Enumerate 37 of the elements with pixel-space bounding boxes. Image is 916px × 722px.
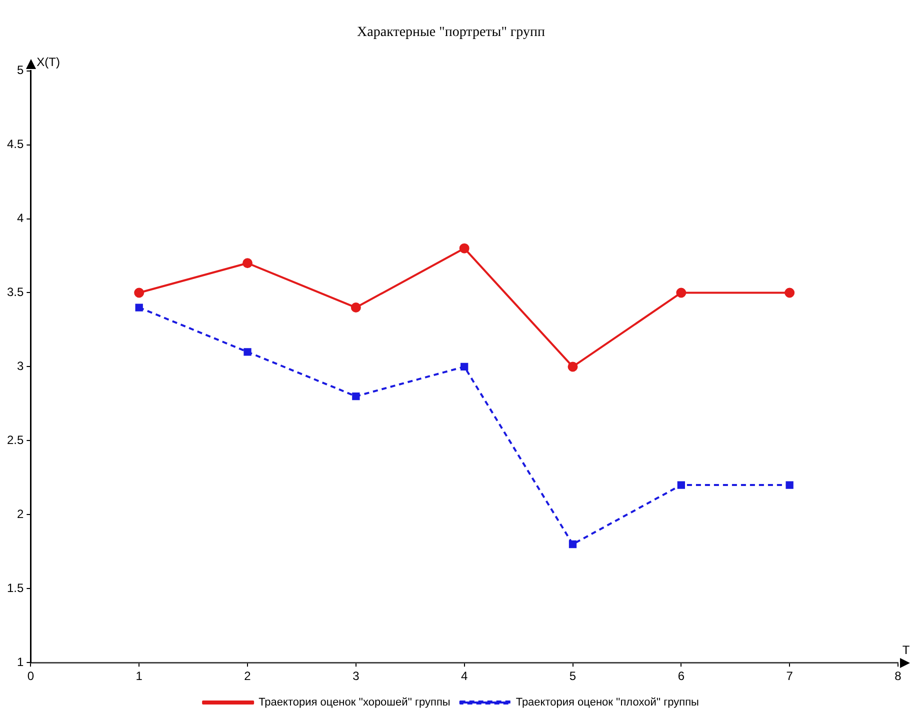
- point: [676, 288, 686, 298]
- y-tick-label: 5: [16, 63, 24, 78]
- x-axis-title: T: [902, 642, 910, 657]
- point: [568, 362, 578, 372]
- y-tick-label: 1: [16, 654, 24, 669]
- x-tick-label: 4: [460, 669, 468, 684]
- point: [350, 302, 361, 313]
- x-tick-label: 8: [894, 669, 902, 684]
- x-tick-label: 0: [27, 669, 34, 684]
- y-tick-label: 1.5: [6, 580, 24, 595]
- point: [460, 362, 468, 371]
- point: [677, 481, 685, 489]
- x-tick-label: 2: [244, 669, 252, 684]
- x-tick-label: 5: [569, 669, 576, 684]
- point: [134, 288, 144, 298]
- point: [568, 540, 577, 548]
- x-tick-label: 7: [786, 669, 794, 684]
- y-tick-label: 4: [16, 211, 24, 226]
- point: [459, 243, 470, 254]
- point: [786, 481, 794, 489]
- point: [784, 288, 795, 298]
- legend-label: Траектория оценок ''плохой'' группы: [516, 696, 700, 709]
- point: [242, 258, 253, 268]
- point: [244, 348, 252, 356]
- y-axis-title: X(T): [36, 55, 60, 70]
- point: [135, 304, 143, 312]
- x-tick-label: 3: [352, 669, 360, 684]
- chart-title: Характерные "портреты" групп: [357, 25, 546, 40]
- legend-label: Траектория оценок ''хорошей'' группы: [258, 696, 450, 709]
- y-tick-label: 2.5: [6, 432, 24, 447]
- x-tick-label: 6: [678, 669, 685, 684]
- y-tick-label: 2: [16, 506, 24, 521]
- y-tick-label: 4.5: [6, 137, 24, 152]
- y-tick-label: 3.5: [6, 285, 24, 300]
- y-tick-label: 3: [16, 359, 24, 374]
- x-tick-label: 1: [136, 669, 143, 684]
- point: [352, 392, 360, 400]
